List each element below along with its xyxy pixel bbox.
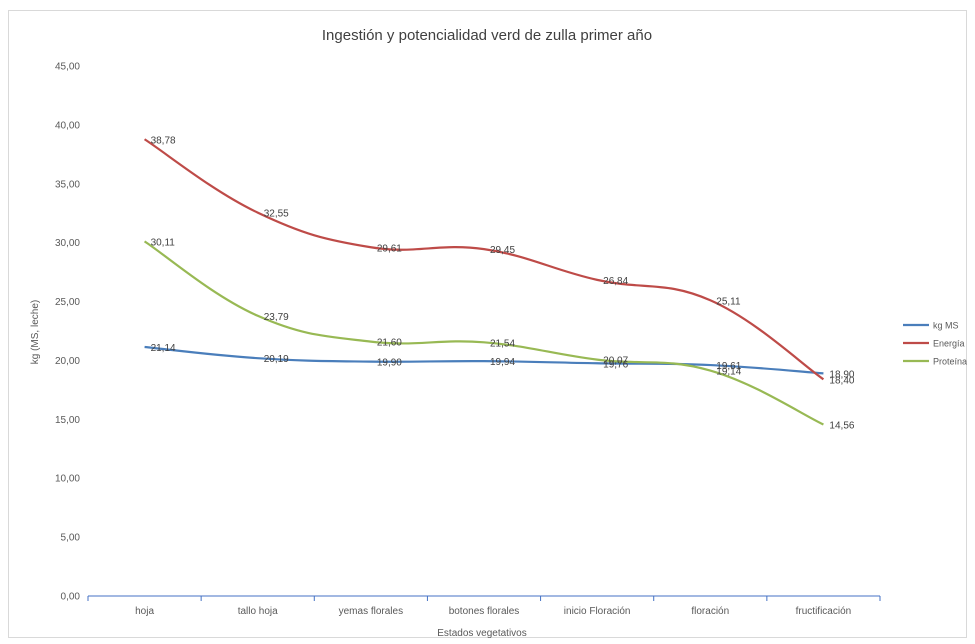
x-tick-label: botones florales [449,606,520,617]
y-tick-label: 30,00 [55,238,80,249]
y-axis-title: kg (MS, leche) [30,300,41,364]
x-tick-label: floración [691,606,729,617]
x-tick-label: fructificación [796,606,852,617]
y-tick-label: 10,00 [55,474,80,485]
data-label: 30,11 [151,237,176,248]
chart-area [8,10,967,638]
data-label: 21,54 [490,338,515,349]
data-label: 19,14 [716,367,741,378]
data-label: 20,19 [264,354,289,365]
legend-label: Proteína [933,357,967,367]
data-label: 19,61 [716,361,741,372]
legend-label: Energía [933,339,965,349]
y-tick-label: 15,00 [55,415,80,426]
data-label: 20,07 [603,356,628,367]
data-label: 26,84 [603,276,628,287]
data-label: 38,78 [151,135,176,146]
data-label: 23,79 [264,312,289,323]
x-tick-label: yemas florales [339,606,403,617]
y-tick-label: 25,00 [55,297,80,308]
x-tick-label: tallo hoja [238,606,278,617]
chart-title: Ingestión y potencialidad verd de zulla … [322,27,652,44]
data-label: 21,60 [377,338,402,349]
data-label: 21,14 [151,343,176,354]
data-labels: 21,14 20,19 19,90 19,94 19,76 19,61 18,90 38,78… [151,135,855,431]
data-label: 14,56 [829,421,854,432]
y-tick-label: 20,00 [55,356,80,367]
data-label: 25,11 [716,296,741,307]
x-axis: hoja tallo hoja yemas florales botones flor… [87,596,881,617]
y-tick-label: 45,00 [55,62,80,73]
data-label: 19,76 [603,359,628,370]
series-line-energ-a [143,138,825,381]
legend: kg MS Energía Proteína [903,321,967,367]
data-label: 19,90 [377,358,402,369]
data-label: 29,45 [490,245,515,256]
series-line-kg-ms [144,345,824,375]
series-lines [143,138,825,426]
series-line-prote-na [143,240,824,426]
x-axis-title: Estados vegetativos [437,628,527,639]
legend-label: kg MS [933,321,959,331]
data-label: 18,90 [829,369,854,380]
data-label: 19,94 [490,357,515,368]
data-label: 29,61 [377,243,402,254]
x-tick-label: hoja [135,606,154,617]
data-label: 18,40 [829,375,854,386]
x-tick-label: inicio Floración [564,606,631,617]
y-tick-label: 5,00 [61,533,81,544]
data-label: 32,55 [264,209,289,220]
y-tick-label: 35,00 [55,179,80,190]
y-tick-label: 40,00 [55,120,80,131]
y-tick-label: 0,00 [61,592,81,603]
y-axis: 0,00 5,00 10,00 15,00 20,00 25,00 30,00 35,00 40… [55,62,80,603]
